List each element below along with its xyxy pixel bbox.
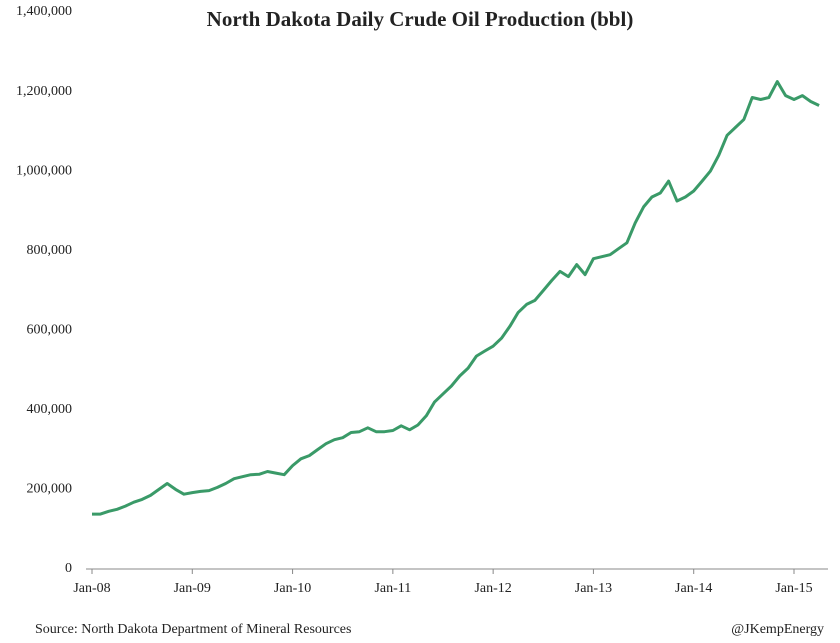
x-tick-label: Jan-08 xyxy=(73,581,110,596)
x-tick-label: Jan-11 xyxy=(374,581,411,596)
x-tick-label: Jan-09 xyxy=(174,581,211,596)
x-tick-label: Jan-13 xyxy=(575,581,612,596)
x-tick-label: Jan-12 xyxy=(474,581,511,596)
y-tick-label: 200,000 xyxy=(27,482,73,497)
x-tick-label: Jan-10 xyxy=(274,581,311,596)
x-tick-label: Jan-14 xyxy=(675,581,712,596)
credit: @JKempEnergy xyxy=(731,622,824,637)
y-tick-label: 600,000 xyxy=(27,323,73,338)
y-tick-label: 1,000,000 xyxy=(16,163,72,178)
data-line xyxy=(92,80,820,516)
y-tick-label: 0 xyxy=(65,561,72,576)
source-note: Source: North Dakota Department of Miner… xyxy=(35,622,351,637)
y-tick-label: 400,000 xyxy=(27,402,73,417)
y-tick-label: 1,400,000 xyxy=(16,4,72,19)
y-tick-label: 1,200,000 xyxy=(16,84,72,99)
chart-title: North Dakota Daily Crude Oil Production … xyxy=(207,7,634,31)
y-tick-label: 800,000 xyxy=(27,243,73,258)
x-tick-label: Jan-15 xyxy=(775,581,812,596)
